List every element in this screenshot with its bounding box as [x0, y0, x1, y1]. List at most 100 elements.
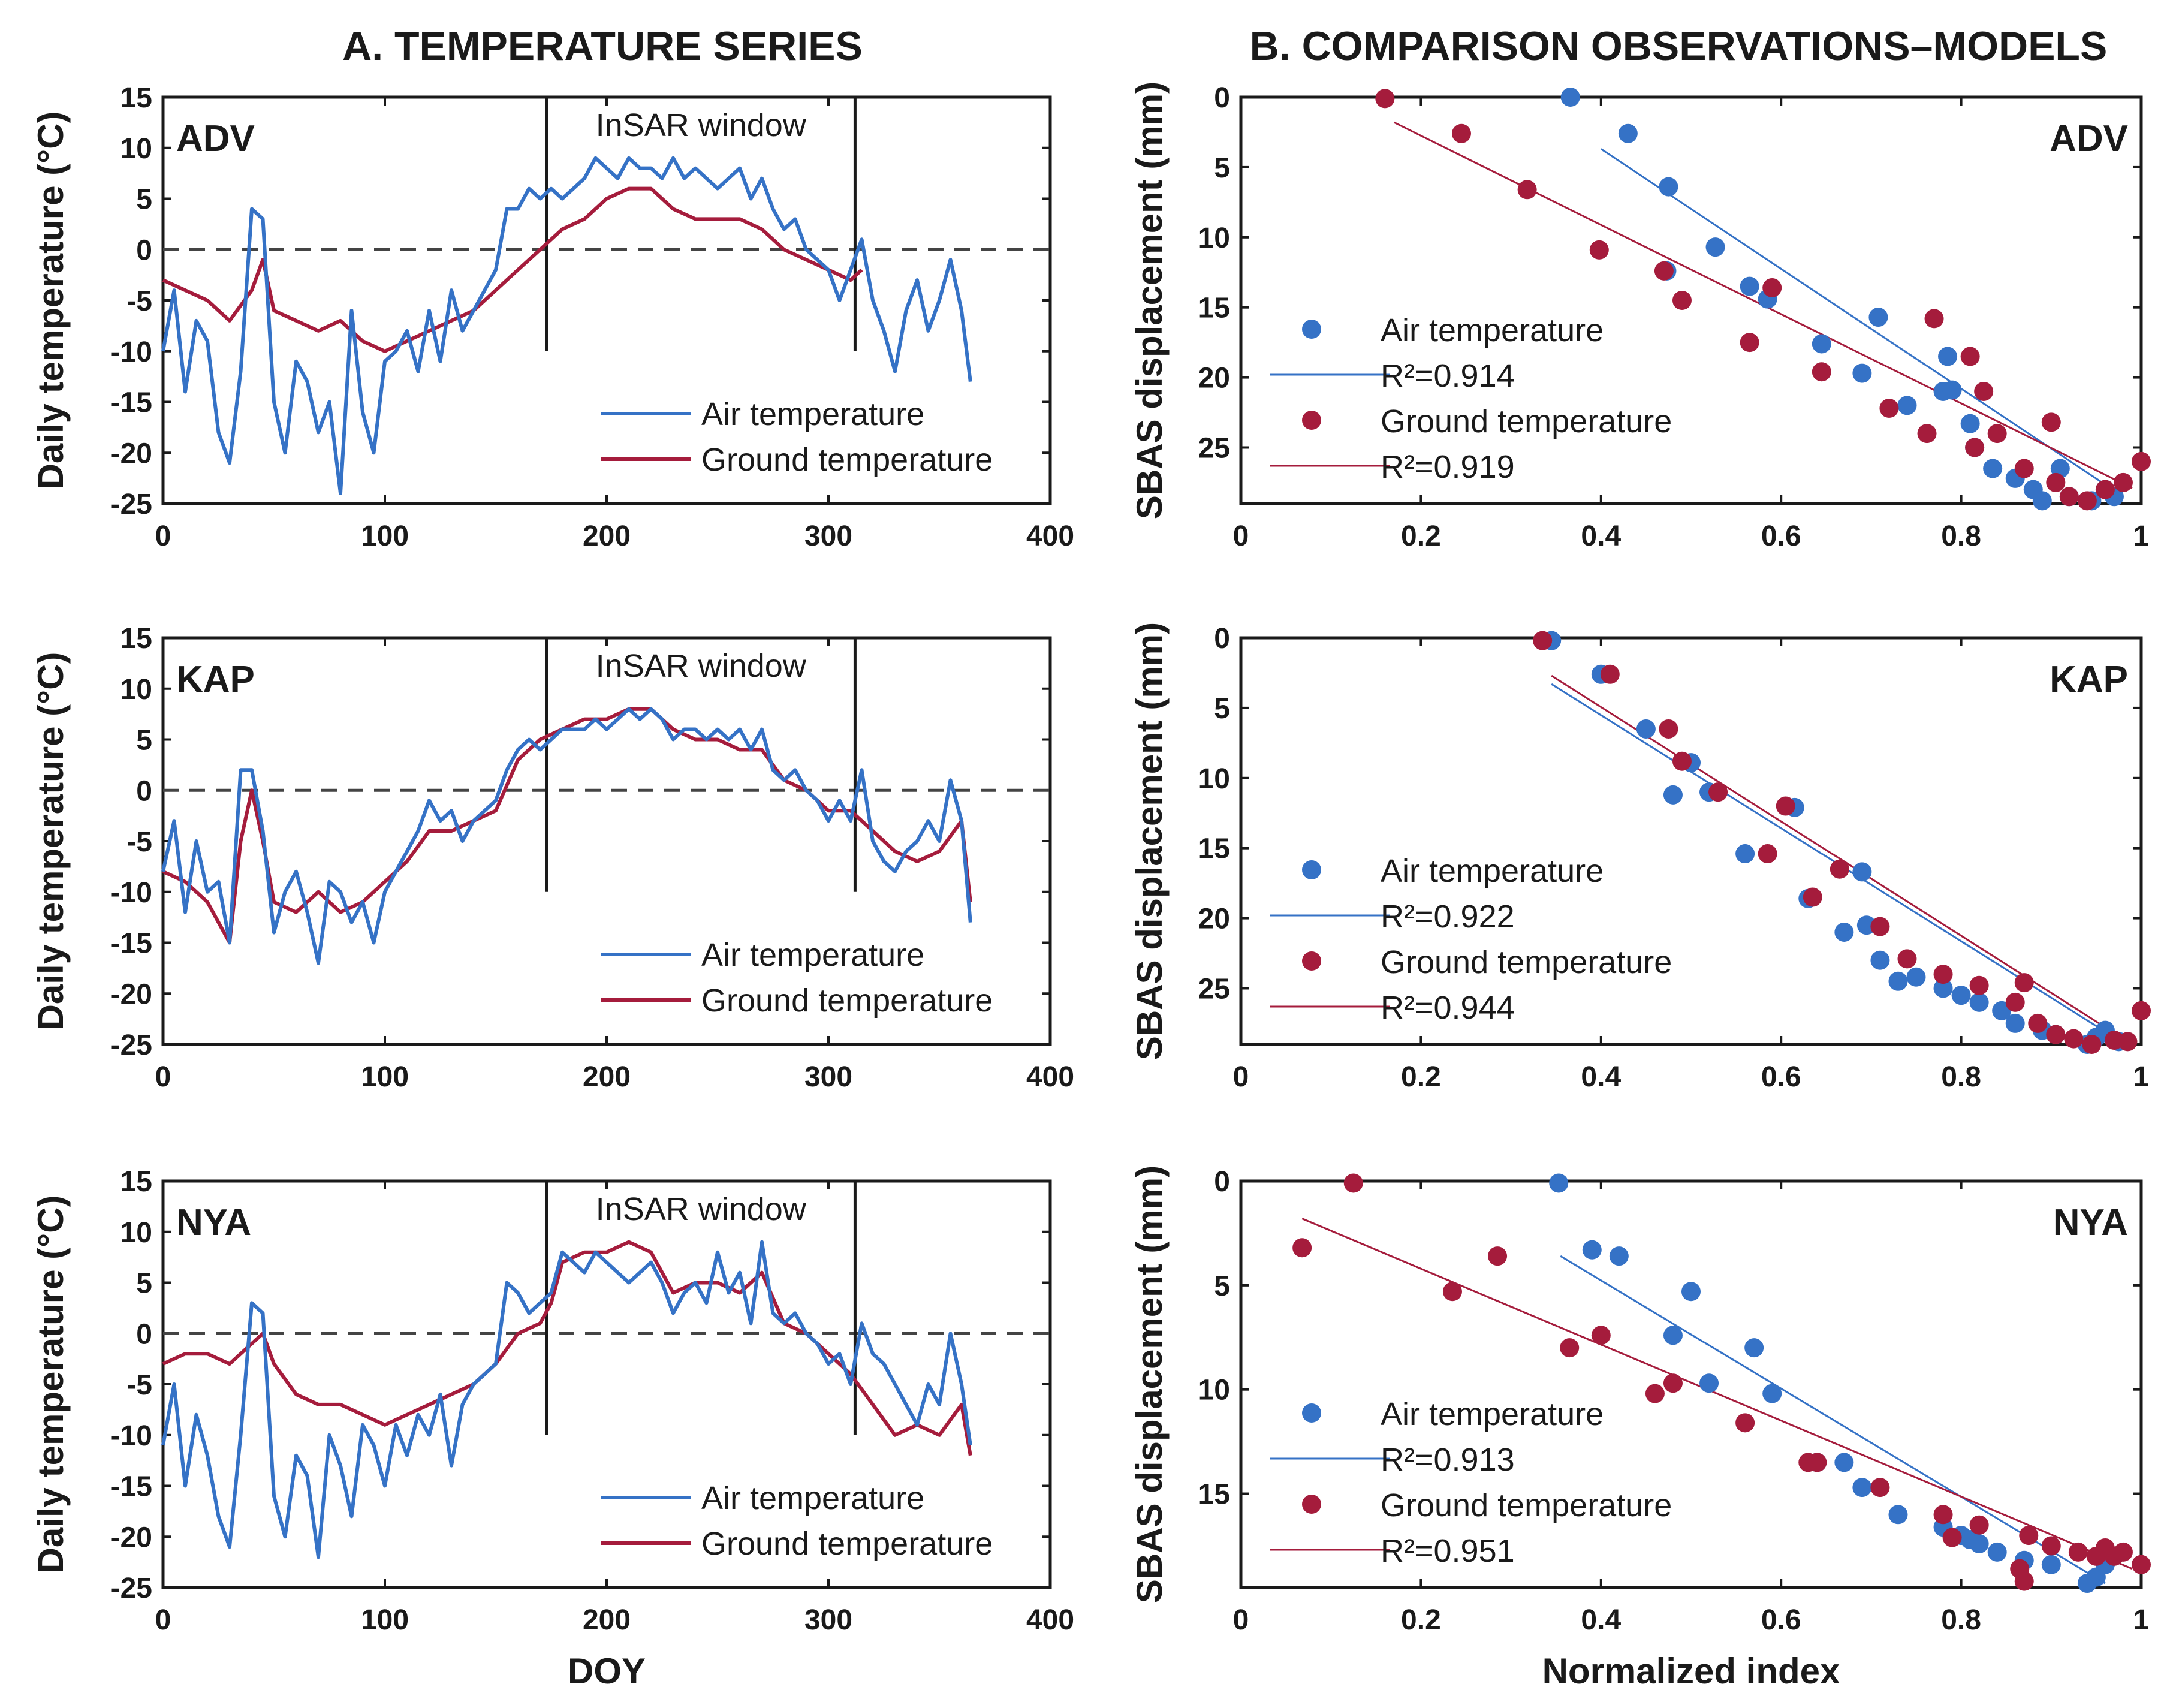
x-tick-label: 0 [1233, 1061, 1249, 1093]
ground-point [1987, 424, 2007, 444]
y-axis-label: SBAS displacement (mm) [1129, 82, 1170, 519]
ground-point [2014, 1571, 2034, 1591]
air-fit-line [1560, 1255, 2106, 1585]
ground-temperature-line [162, 1240, 972, 1456]
y-tick-label: 15 [120, 82, 152, 114]
air-point [1987, 1542, 2007, 1562]
air-point [1699, 1373, 1719, 1393]
ground-point [1762, 278, 1782, 297]
x-tick-label: 400 [1026, 1604, 1074, 1636]
legend-label-ground: Ground temperature [701, 1526, 993, 1562]
legend-label-air: Air temperature [701, 1480, 924, 1516]
ground-point [1965, 438, 1985, 457]
air-point [1906, 967, 1926, 987]
y-tick-label: 5 [1214, 693, 1230, 725]
y-tick-label: 10 [1198, 1375, 1230, 1406]
x-tick-label: 0.6 [1761, 1061, 1801, 1093]
air-point [1812, 334, 1831, 354]
insar-window-label: InSAR window [596, 648, 807, 684]
y-tick-label: -5 [126, 1369, 152, 1401]
air-point [2005, 1013, 2025, 1033]
x-tick-label: 1 [2133, 520, 2150, 552]
air-point [1868, 308, 1888, 327]
x-tick-label: 0.6 [1761, 1604, 1801, 1636]
legend-r2-ground: R²=0.919 [1381, 449, 1515, 485]
y-tick-label: 15 [1198, 293, 1230, 324]
legend-label-ground: Ground temperature [1381, 1487, 1672, 1523]
air-temperature-line [161, 707, 972, 965]
y-tick-label: 10 [120, 133, 152, 165]
x-tick-label: 0.2 [1401, 520, 1441, 552]
x-tick-label: 0.8 [1941, 1061, 1981, 1093]
ground-point [2077, 491, 2097, 511]
x-axis-label: DOY [568, 1651, 646, 1691]
ground-point [2028, 1013, 2048, 1033]
legend-label-air: Air temperature [701, 396, 924, 432]
y-tick-label: -25 [111, 1573, 152, 1604]
y-axis-label: Daily temperature (°C) [31, 1195, 71, 1574]
air-point [1735, 844, 1755, 864]
y-tick-label: 25 [1198, 973, 1230, 1005]
station-label: ADV [2050, 118, 2128, 159]
ground-point [2041, 412, 2061, 432]
ground-point [2132, 451, 2151, 471]
ground-point [1591, 1326, 1611, 1345]
x-tick-label: 0 [155, 1604, 171, 1636]
legend-label-ground: Ground temperature [701, 442, 993, 478]
station-label: ADV [176, 118, 255, 159]
x-tick-label: 200 [583, 1061, 631, 1093]
ground-point [1343, 1173, 1363, 1193]
x-tick-label: 0.8 [1941, 520, 1981, 552]
x-tick-label: 100 [361, 520, 409, 552]
x-tick-label: 0.4 [1581, 520, 1621, 552]
ground-point [1776, 796, 1795, 816]
ground-point [2118, 1032, 2138, 1052]
x-tick-label: 0.2 [1401, 1061, 1441, 1093]
x-tick-label: 1 [2133, 1061, 2150, 1093]
air-point [1933, 978, 1953, 998]
air-point [1938, 347, 1958, 366]
legend-marker-air [1302, 1403, 1321, 1423]
ground-point [2132, 1001, 2151, 1020]
y-tick-label: 5 [136, 184, 152, 216]
ground-point [1488, 1246, 1508, 1266]
air-point [1888, 1505, 1908, 1525]
air-point [1852, 1478, 1872, 1498]
plot-frame [1239, 636, 2143, 1046]
y-tick-label: 25 [1198, 432, 1230, 464]
x-tick-label: 0.4 [1581, 1604, 1621, 1636]
legend-r2-ground: R²=0.951 [1381, 1533, 1515, 1569]
x-tick-label: 400 [1026, 520, 1074, 552]
ground-point [1924, 309, 1944, 329]
air-point [2032, 491, 2052, 511]
x-tick-label: 1 [2133, 1604, 2150, 1636]
y-tick-label: 0 [136, 775, 152, 807]
x-tick-label: 0.4 [1581, 1061, 1621, 1093]
y-tick-label: -25 [111, 489, 152, 520]
ground-point [2068, 1542, 2088, 1562]
air-point [1852, 363, 1872, 383]
y-tick-label: 0 [136, 234, 152, 266]
x-tick-label: 300 [804, 1604, 852, 1636]
air-point [1705, 237, 1725, 257]
ground-point [1933, 965, 1953, 984]
air-temperature-line [161, 156, 972, 495]
x-tick-label: 0.2 [1401, 1604, 1441, 1636]
air-point [1549, 1173, 1569, 1193]
x-axis-label: Normalized index [1542, 1651, 1840, 1691]
station-label: KAP [2050, 659, 2128, 700]
air-point [1636, 719, 1656, 739]
air-point [1618, 123, 1638, 143]
ground-point [2014, 459, 2034, 478]
y-tick-label: 15 [1198, 1479, 1230, 1511]
ground-point [2059, 487, 2079, 507]
y-tick-label: -20 [111, 978, 152, 1010]
x-tick-label: 0.6 [1761, 520, 1801, 552]
ground-point [1672, 291, 1692, 310]
air-point [1834, 1453, 1854, 1472]
y-tick-label: -10 [111, 1420, 152, 1452]
x-tick-label: 0 [1233, 1604, 1249, 1636]
y-tick-label: 10 [120, 674, 152, 706]
